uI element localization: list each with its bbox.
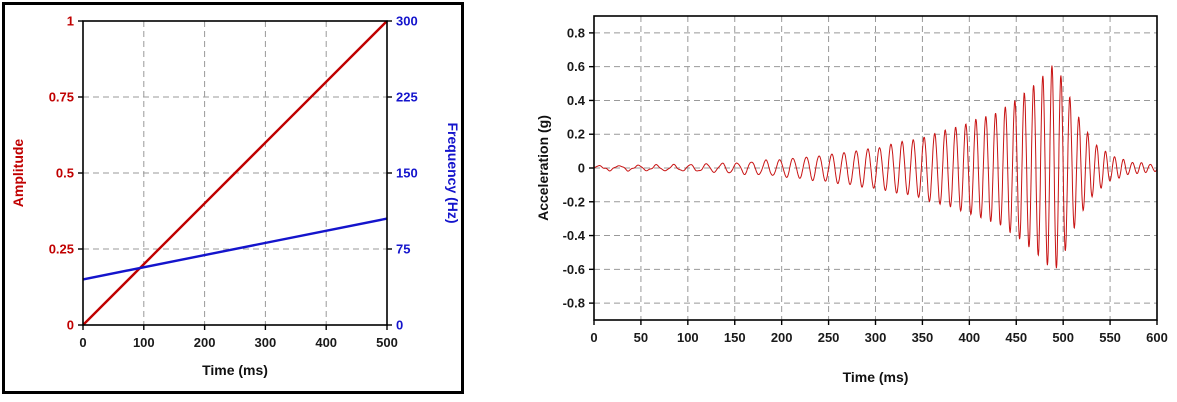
y-tick-label: 0	[578, 161, 585, 176]
amplitude-frequency-chart: 0 100 200 300 400 500 0 0.25 0.5 0.75 1 0 75 150 225 30…	[10, 14, 461, 379]
y-tick-label: -0.8	[563, 296, 585, 311]
y-axis-title: Acceleration (g)	[535, 115, 551, 221]
y-tick-label: 0.4	[567, 93, 586, 108]
frequency-tick-label: 225	[396, 90, 418, 105]
x-tick-label: 300	[865, 330, 887, 345]
x-tick-label: 250	[818, 330, 840, 345]
y-tick-label: 0.2	[567, 127, 585, 142]
y-tick-label: 0.8	[567, 25, 585, 40]
x-tick-label: 50	[634, 330, 648, 345]
x-axis-title: Time (ms)	[202, 362, 268, 378]
y-tick-label: 0.6	[567, 59, 585, 74]
x-tick-label: 400	[958, 330, 980, 345]
frequency-tick-label: 75	[396, 242, 410, 257]
y-tick-label: -0.2	[563, 194, 585, 209]
x-tick-label: 450	[1005, 330, 1027, 345]
x-tick-label: 600	[1146, 330, 1168, 345]
x-tick-label: 0	[79, 335, 86, 350]
x-tick-label: 0	[590, 330, 597, 345]
chirp-definition-panel: 0 100 200 300 400 500 0 0.25 0.5 0.75 1 0 75 150 225 30…	[2, 2, 464, 394]
y-tick-label: -0.4	[563, 228, 586, 243]
gridlines	[594, 16, 1157, 320]
x-tick-label: 400	[315, 335, 337, 350]
amplitude-tick-label: 0.5	[56, 166, 74, 181]
frequency-sweep-line	[82, 217, 388, 281]
amplitude-tick-label: 0.25	[49, 242, 74, 257]
x-tick-label: 100	[677, 330, 699, 345]
x-tick-label: 500	[376, 335, 398, 350]
acceleration-chart: 0 50 100 150 200 250 300 350 400 450 500 550 600 -0.8…	[535, 15, 1168, 385]
x-tick-label: 550	[1099, 330, 1121, 345]
x-tick-label: 150	[724, 330, 746, 345]
x-tick-label: 300	[255, 335, 277, 350]
x-tick-label: 100	[133, 335, 155, 350]
x-axis-title: Time (ms)	[843, 369, 909, 385]
amplitude-ramp-line	[82, 20, 388, 326]
right-axis-title: Frequency (Hz)	[445, 122, 461, 223]
x-tick-label: 500	[1052, 330, 1074, 345]
x-tick-label: 350	[912, 330, 934, 345]
acceleration-waveform-panel: 0 50 100 150 200 250 300 350 400 450 500 550 600 -0.8…	[532, 0, 1177, 400]
axis-ticks: 0 50 100 150 200 250 300 350 400 450 500 550 600 -0.8…	[563, 25, 1168, 345]
x-tick-label: 200	[194, 335, 216, 350]
acceleration-waveform	[593, 65, 1158, 269]
frequency-tick-label: 0	[396, 318, 403, 333]
y-tick-label: -0.6	[563, 262, 585, 277]
x-tick-label: 200	[771, 330, 793, 345]
left-axis-title: Amplitude	[10, 139, 26, 208]
frequency-tick-label: 150	[396, 166, 418, 181]
amplitude-tick-label: 1	[67, 14, 74, 29]
amplitude-tick-label: 0	[67, 318, 74, 333]
amplitude-tick-label: 0.75	[49, 90, 74, 105]
axis-ticks: 0 100 200 300 400 500 0 0.25 0.5 0.75 1 0 75 150 225 30…	[49, 14, 418, 351]
frequency-tick-label: 300	[396, 14, 418, 29]
